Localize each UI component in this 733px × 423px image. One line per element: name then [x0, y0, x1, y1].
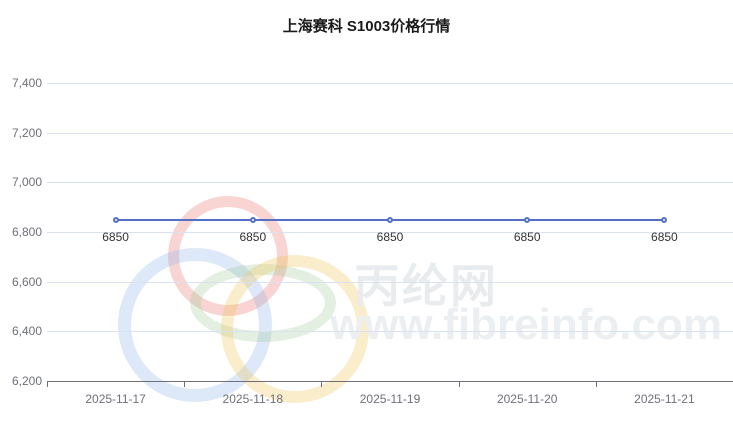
y-axis-label: 6,400 — [11, 324, 42, 339]
x-axis-tick — [321, 382, 322, 387]
x-axis-tick — [184, 382, 185, 387]
x-axis-line — [47, 381, 733, 382]
y-axis-label: 7,200 — [11, 125, 42, 140]
y-axis-label: 7,400 — [11, 76, 42, 90]
x-axis-tick — [596, 382, 597, 387]
series-line-segment — [527, 218, 665, 221]
y-axis-label: 6,800 — [11, 225, 42, 239]
data-point-label: 6850 — [513, 229, 541, 244]
y-gridline — [47, 132, 733, 134]
data-point-marker[interactable] — [249, 216, 256, 223]
y-gridline — [47, 182, 733, 184]
x-axis-label: 2025-11-21 — [634, 392, 695, 406]
data-point-label: 6850 — [376, 229, 404, 244]
chart-title: 上海赛科 S1003价格行情 — [282, 18, 451, 35]
y-gridline — [47, 281, 733, 283]
y-gridline — [47, 232, 733, 233]
data-point-marker[interactable] — [661, 216, 668, 223]
x-axis-tick — [459, 382, 460, 387]
series-line-segment — [390, 218, 528, 221]
data-point-marker[interactable] — [387, 216, 393, 223]
series-line-segment — [252, 218, 390, 221]
y-gridline — [47, 83, 733, 84]
data-point-marker[interactable] — [524, 216, 531, 223]
y-gridline — [47, 331, 733, 333]
x-axis-label: 2025-11-17 — [85, 392, 146, 406]
x-axis-label: 2025-11-18 — [222, 392, 284, 406]
y-axis-label: 6,200 — [11, 374, 42, 388]
series-line-segment — [115, 218, 253, 221]
data-point-label: 6850 — [102, 229, 129, 244]
y-axis-label: 7,000 — [11, 175, 42, 190]
data-point-label: 6850 — [651, 229, 678, 244]
x-axis-tick — [47, 382, 48, 387]
y-axis-label: 6,600 — [11, 274, 42, 289]
data-point-label: 6850 — [239, 229, 267, 244]
x-axis-label: 2025-11-20 — [496, 392, 558, 406]
data-point-marker[interactable] — [112, 216, 119, 223]
x-axis-label: 2025-11-19 — [359, 392, 421, 406]
